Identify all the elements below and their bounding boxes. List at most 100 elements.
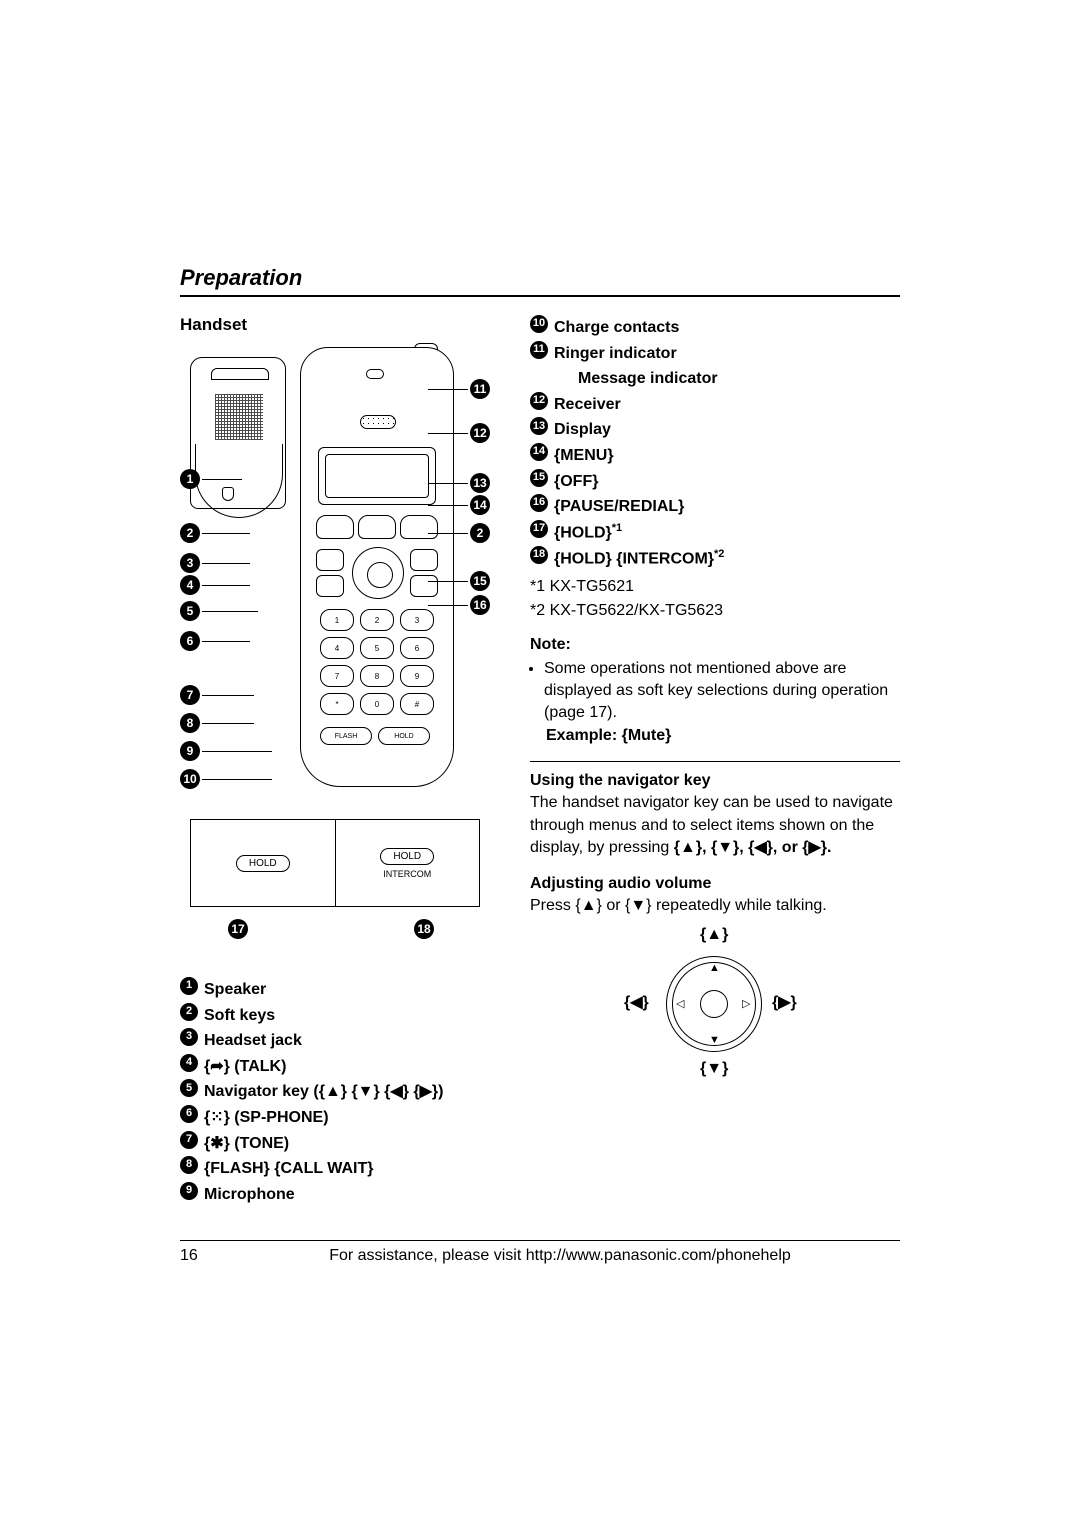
hold-closeup-left: HOLD bbox=[190, 820, 336, 906]
navigator-figure: ▲ ▼ ◁ ▷ {▲} {▼} {◀} {▶} bbox=[620, 926, 810, 1076]
handset-heading: Handset bbox=[180, 315, 502, 335]
separator-rule bbox=[530, 761, 900, 762]
nav-arrow-down: {▼} bbox=[700, 1060, 728, 1078]
page-footer: 16 For assistance, please visit http://w… bbox=[180, 1240, 900, 1265]
display bbox=[318, 447, 436, 505]
hold-closeup-right: HOLD INTERCOM bbox=[336, 820, 481, 906]
navigator-keys: {▲}, {▼}, {◀}, or {▶}. bbox=[674, 839, 832, 856]
legend-item-18: 18{HOLD} {INTERCOM}*2 bbox=[530, 546, 900, 572]
key-9: 9 bbox=[400, 665, 434, 687]
legend-left: 1Speaker 2Soft keys 3Headset jack 4{➦} (… bbox=[180, 977, 502, 1207]
hold-button: HOLD bbox=[378, 727, 430, 745]
key-6: 6 bbox=[400, 637, 434, 659]
key-star: * bbox=[320, 693, 354, 715]
off-button bbox=[410, 549, 438, 571]
callout-3: 3 bbox=[180, 553, 250, 573]
note-body: Some operations not mentioned above are … bbox=[544, 660, 888, 722]
two-column-layout: Handset 1 2 bbox=[180, 315, 900, 1207]
volume-body: Press {▲} or {▼} repeatedly while talkin… bbox=[530, 895, 900, 917]
legend-item-9: 9Microphone bbox=[180, 1182, 502, 1208]
volume-heading: Adjusting audio volume bbox=[530, 875, 900, 893]
receiver-grille bbox=[360, 415, 396, 429]
sp-phone-button bbox=[316, 575, 344, 597]
callout-15: 15 bbox=[428, 571, 490, 591]
legend-item-17: 17{HOLD}*1 bbox=[530, 520, 900, 546]
talk-button bbox=[316, 549, 344, 571]
charger-speaker-grid bbox=[215, 394, 263, 440]
ringer-indicator bbox=[366, 369, 384, 379]
intercom-label: INTERCOM bbox=[383, 869, 431, 879]
callout-4: 4 bbox=[180, 575, 250, 595]
hold-pill-1: HOLD bbox=[236, 855, 290, 872]
callout-18: 18 bbox=[414, 919, 434, 939]
footer-text: For assistance, please visit http://www.… bbox=[220, 1247, 900, 1265]
legend-item-11: 11Ringer indicatorMessage indicator bbox=[530, 341, 900, 392]
note-example: Example: {Mute} bbox=[546, 727, 671, 744]
hold-pill-2: HOLD bbox=[380, 848, 434, 865]
legend-item-10: 10Charge contacts bbox=[530, 315, 900, 341]
nav-inner-left-icon: ◁ bbox=[676, 997, 684, 1010]
bottom-buttons: FLASH HOLD bbox=[320, 727, 430, 745]
soft-keys bbox=[316, 515, 438, 539]
hold-closeups: HOLD HOLD INTERCOM bbox=[190, 819, 480, 907]
callout-13: 13 bbox=[428, 473, 490, 493]
callout-9: 9 bbox=[180, 741, 272, 761]
navigator-body: The handset navigator key can be used to… bbox=[530, 792, 900, 859]
callout-5: 5 bbox=[180, 601, 258, 621]
callout-2b: 2 bbox=[428, 523, 490, 543]
legend-item-4: 4{➦} (TALK) bbox=[180, 1054, 502, 1080]
nav-arrow-left: {◀} bbox=[624, 992, 649, 1012]
keypad: 1 2 3 4 5 6 7 8 9 * 0 # bbox=[320, 609, 434, 715]
callout-7: 7 bbox=[180, 685, 254, 705]
note-heading: Note: bbox=[530, 636, 900, 654]
callout-12: 12 bbox=[428, 423, 490, 443]
nav-arrow-right: {▶} bbox=[772, 992, 797, 1012]
legend-item-12: 12Receiver bbox=[530, 392, 900, 418]
callout-8: 8 bbox=[180, 713, 254, 733]
left-column: Handset 1 2 bbox=[180, 315, 502, 1207]
navigator-heading: Using the navigator key bbox=[530, 772, 900, 790]
note-list: Some operations not mentioned above are … bbox=[530, 658, 900, 748]
key-1: 1 bbox=[320, 609, 354, 631]
legend-item-5: 5Navigator key ({▲} {▼} {◀} {▶}) bbox=[180, 1079, 502, 1105]
callout-11: 11 bbox=[428, 379, 490, 399]
flash-button: FLASH bbox=[320, 727, 372, 745]
section-title: Preparation bbox=[180, 265, 900, 297]
legend-item-6: 6{⁙} (SP-PHONE) bbox=[180, 1105, 502, 1131]
key-5: 5 bbox=[360, 637, 394, 659]
key-7: 7 bbox=[320, 665, 354, 687]
nav-arrow-up: {▲} bbox=[700, 926, 728, 944]
note-item: Some operations not mentioned above are … bbox=[544, 658, 900, 748]
legend-item-3: 3Headset jack bbox=[180, 1028, 502, 1054]
page-content: Preparation Handset bbox=[180, 265, 900, 1207]
legend-item-1: 1Speaker bbox=[180, 977, 502, 1003]
nav-center bbox=[700, 990, 728, 1018]
footnote-1: *1 KX-TG5621 bbox=[530, 578, 900, 596]
legend-item-15: 15{OFF} bbox=[530, 469, 900, 495]
legend-item-13: 13Display bbox=[530, 417, 900, 443]
key-2: 2 bbox=[360, 609, 394, 631]
callout-2: 2 bbox=[180, 523, 250, 543]
key-hash: # bbox=[400, 693, 434, 715]
nav-inner-up-icon: ▲ bbox=[709, 962, 720, 974]
charge-contact bbox=[222, 487, 234, 501]
key-8: 8 bbox=[360, 665, 394, 687]
page-number: 16 bbox=[180, 1247, 220, 1265]
legend-item-7: 7{✱} (TONE) bbox=[180, 1131, 502, 1157]
legend-item-16: 16{PAUSE/REDIAL} bbox=[530, 494, 900, 520]
navigator-wheel bbox=[352, 547, 404, 599]
handset-diagram: 1 2 3 4 5 6 7 8 9 * 0 # FLASH HOLD bbox=[180, 343, 502, 963]
key-4: 4 bbox=[320, 637, 354, 659]
legend-item-2: 2Soft keys bbox=[180, 1003, 502, 1029]
nav-inner-right-icon: ▷ bbox=[742, 997, 750, 1010]
callout-1: 1 bbox=[180, 469, 242, 489]
callout-16: 16 bbox=[428, 595, 490, 615]
callout-10: 10 bbox=[180, 769, 272, 789]
right-column: 10Charge contacts 11Ringer indicatorMess… bbox=[530, 315, 900, 1207]
callout-6: 6 bbox=[180, 631, 250, 651]
legend-item-14: 14{MENU} bbox=[530, 443, 900, 469]
legend-item-8: 8{FLASH} {CALL WAIT} bbox=[180, 1156, 502, 1182]
footnote-2: *2 KX-TG5622/KX-TG5623 bbox=[530, 602, 900, 620]
key-0: 0 bbox=[360, 693, 394, 715]
nav-inner-down-icon: ▼ bbox=[709, 1034, 720, 1046]
